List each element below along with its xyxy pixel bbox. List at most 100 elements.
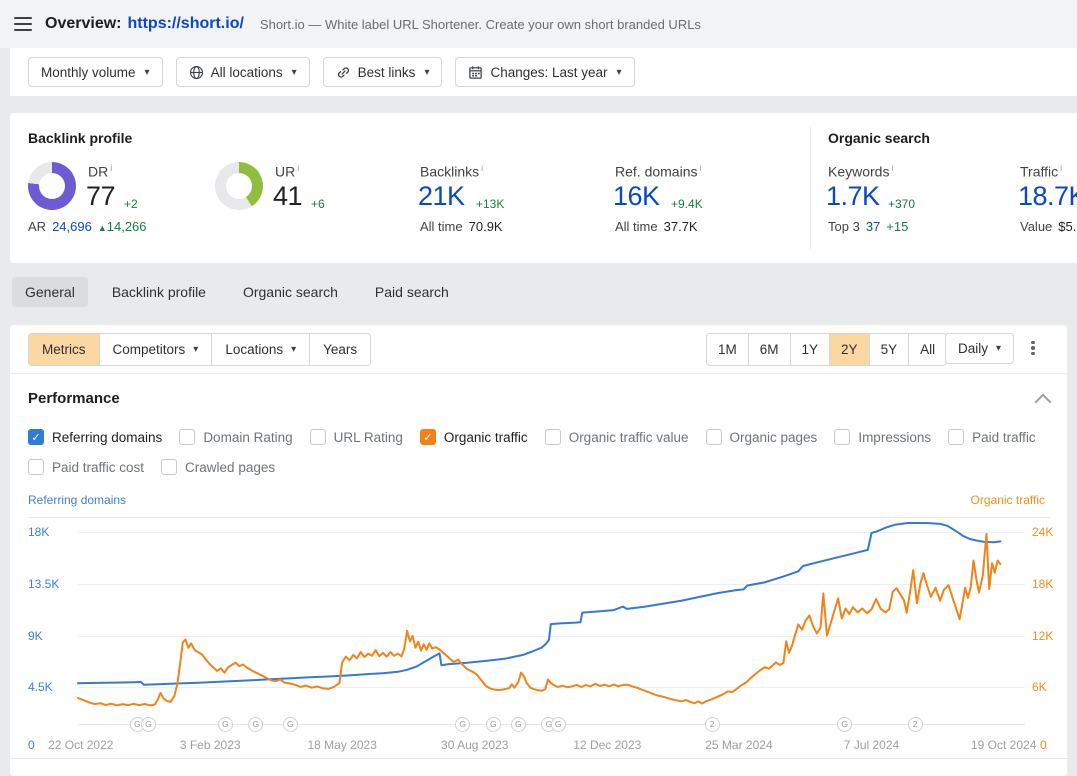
x-axis-date-label: 12 Dec 2023: [573, 738, 642, 752]
ref-domains-label: Ref. domains i: [615, 163, 702, 180]
info-icon[interactable]: i: [297, 163, 300, 173]
info-icon[interactable]: i: [481, 163, 484, 173]
checkbox-label: Paid traffic: [972, 429, 1036, 445]
unchecked-checkbox-icon: [544, 429, 561, 445]
checkbox-domain-rating[interactable]: Domain Rating: [179, 429, 293, 445]
tab-general[interactable]: General: [12, 277, 88, 307]
filter-bar: Monthly volume ▾ All locations ▾ Best link…: [10, 48, 1077, 96]
google-update-marker[interactable]: 2: [907, 716, 923, 732]
google-update-marker[interactable]: G: [282, 716, 298, 732]
ar-label: AR: [28, 219, 47, 234]
google-update-marker[interactable]: G: [455, 716, 471, 732]
ar-value[interactable]: 24,696: [52, 219, 92, 234]
granularity-label: Daily: [958, 341, 989, 356]
ref-domains-value[interactable]: 16K: [613, 181, 660, 211]
checkbox-url-rating[interactable]: URL Rating: [309, 429, 403, 445]
google-update-marker[interactable]: G: [510, 716, 526, 732]
gridline: [78, 583, 1025, 585]
backlinks-alltime-row: All time 70.9K: [420, 219, 503, 234]
checkbox-label: Impressions: [858, 429, 932, 445]
performance-title: Performance: [28, 390, 120, 407]
info-icon[interactable]: i: [110, 163, 113, 173]
checkbox-label: Organic pages: [729, 429, 818, 445]
keywords-value[interactable]: 1.7K: [826, 181, 880, 211]
range-2y-button[interactable]: 2Y: [829, 334, 869, 365]
metric-checkbox-row-2: Paid traffic cost Crawled pages: [28, 459, 275, 475]
dr-label: DR i: [88, 163, 113, 180]
organic-search-title: Organic search: [828, 130, 930, 146]
google-update-marker[interactable]: G: [485, 716, 501, 732]
google-update-marker[interactable]: G: [837, 716, 853, 732]
checkbox-organic-pages[interactable]: Organic pages: [705, 429, 818, 445]
years-button[interactable]: Years: [309, 334, 371, 365]
left-axis-tick-label: 4.5K: [28, 680, 53, 695]
ur-value: 41: [273, 181, 303, 211]
checkbox-paid-traffic[interactable]: Paid traffic: [948, 429, 1036, 445]
backlinks-value[interactable]: 21K: [418, 181, 465, 211]
info-icon[interactable]: i: [1060, 163, 1063, 173]
left-axis-tick-label: 0: [28, 738, 35, 752]
best-links-label: Best links: [357, 64, 416, 80]
checkbox-label: Paid traffic cost: [52, 459, 145, 475]
monthly-volume-dropdown[interactable]: Monthly volume ▾: [28, 57, 163, 87]
checkbox-organic-traffic[interactable]: ✓ Organic traffic: [419, 429, 528, 445]
target-url-link[interactable]: https://short.io/: [127, 15, 244, 32]
range-all-button[interactable]: All: [908, 334, 947, 365]
tab-paid-search[interactable]: Paid search: [374, 284, 449, 300]
hamburger-menu-icon[interactable]: [14, 17, 32, 31]
ar-delta: ▲14,266: [97, 219, 147, 234]
unchecked-checkbox-icon: [179, 429, 196, 445]
google-update-marker[interactable]: G: [248, 716, 264, 732]
checkbox-organic-traffic-value[interactable]: Organic traffic value: [544, 429, 689, 445]
dr-donut-gauge: [28, 162, 76, 210]
best-links-dropdown[interactable]: Best links ▾: [322, 57, 443, 87]
traffic-value[interactable]: 18.7K: [1018, 181, 1077, 211]
changes-period-dropdown[interactable]: Changes: Last year ▾: [455, 57, 635, 87]
google-update-marker[interactable]: G: [140, 716, 156, 732]
chevron-down-icon: ▾: [424, 66, 430, 78]
google-update-marker[interactable]: G: [550, 716, 566, 732]
range-1y-button[interactable]: 1Y: [789, 334, 830, 365]
range-5y-button[interactable]: 5Y: [868, 334, 909, 365]
chevron-down-icon: ▾: [291, 66, 297, 78]
dr-delta: +2: [124, 197, 138, 211]
granularity-dropdown[interactable]: Daily ▾: [945, 333, 1015, 364]
monthly-volume-label: Monthly volume: [41, 64, 136, 80]
locations-tab-dropdown[interactable]: Locations ▾: [211, 334, 310, 365]
tab-organic-search[interactable]: Organic search: [242, 284, 338, 300]
right-axis-tick-label: 12K: [1032, 628, 1054, 643]
x-axis-date-label: 22 Oct 2022: [48, 738, 114, 752]
info-icon[interactable]: i: [699, 163, 702, 173]
more-options-kebab-icon[interactable]: [1024, 338, 1042, 358]
ref-domains-delta: +9.4K: [671, 197, 703, 211]
unchecked-checkbox-icon: [309, 429, 326, 445]
backlinks-delta: +13K: [476, 197, 505, 211]
checkbox-referring-domains[interactable]: ✓ Referring domains: [28, 429, 162, 445]
info-icon[interactable]: i: [891, 163, 894, 173]
left-axis-tick-label: 18K: [28, 525, 50, 540]
checkbox-crawled-pages[interactable]: Crawled pages: [161, 459, 275, 475]
unchecked-checkbox-icon: [705, 429, 722, 445]
competitors-dropdown[interactable]: Competitors ▾: [98, 334, 212, 365]
x-axis-date-label: 7 Jul 2024: [843, 738, 900, 752]
locations-dropdown[interactable]: All locations ▾: [175, 57, 310, 87]
metrics-button[interactable]: Metrics: [29, 334, 99, 365]
range-1m-button[interactable]: 1M: [707, 334, 748, 365]
google-update-marker[interactable]: 2: [704, 716, 720, 732]
top3-value[interactable]: 37: [865, 219, 881, 234]
performance-card: [10, 325, 1067, 776]
range-6m-button[interactable]: 6M: [747, 334, 790, 365]
checkbox-label: Crawled pages: [185, 459, 276, 475]
checkbox-paid-traffic-cost[interactable]: Paid traffic cost: [28, 459, 144, 475]
backlink-profile-title: Backlink profile: [28, 130, 133, 146]
google-update-marker[interactable]: G: [217, 716, 233, 732]
backlinks-label: Backlinks i: [420, 163, 484, 180]
tab-backlink-profile[interactable]: Backlink profile: [111, 284, 206, 300]
chevron-down-icon: ▾: [996, 343, 1002, 354]
checkbox-impressions[interactable]: Impressions: [834, 429, 931, 445]
top3-row: Top 3 37 +15: [828, 219, 909, 234]
section-divider: [810, 127, 811, 249]
traffic-label: Traffic i: [1020, 163, 1063, 180]
unchecked-checkbox-icon: [948, 429, 965, 445]
chart-top-border: [28, 517, 1050, 518]
